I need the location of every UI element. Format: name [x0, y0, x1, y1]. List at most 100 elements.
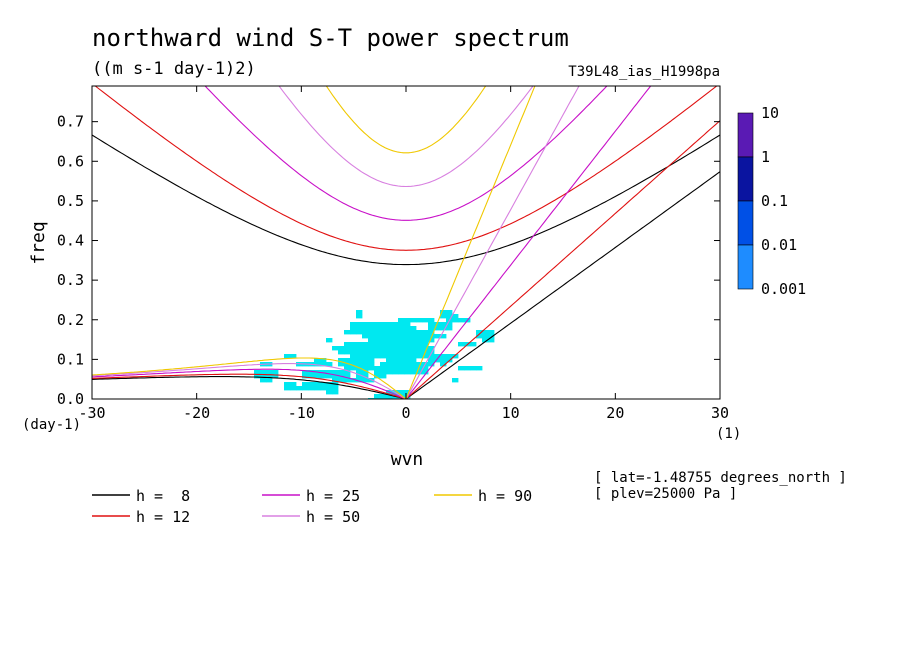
spectrum-cell — [326, 374, 333, 379]
spectrum-cell — [356, 310, 363, 315]
spectrum-cell — [458, 366, 465, 371]
spectrum-cell — [386, 322, 393, 327]
spectrum-cell — [404, 358, 411, 363]
spectrum-cell — [428, 350, 435, 355]
plev-annotation: [ plev=25000 Pa ] — [594, 486, 737, 502]
spectrum-cell — [386, 346, 393, 351]
spectrum-cell — [320, 382, 327, 387]
spectrum-cell — [254, 374, 261, 379]
spectrum-cell — [326, 382, 333, 387]
spectrum-cell — [428, 322, 435, 327]
spectrum-cell — [488, 330, 495, 335]
spectrum-cell — [374, 330, 381, 335]
spectrum-cell — [404, 350, 411, 355]
spectrum-cell — [326, 386, 333, 391]
spectrum-cell — [422, 370, 429, 375]
spectrum-cell — [440, 310, 447, 315]
dispersion-curve-kelvin — [405, 86, 536, 399]
spectrum-cell — [416, 330, 423, 335]
spectrum-cell — [362, 346, 369, 351]
spectrum-cell — [380, 334, 387, 339]
spectrum-cell — [434, 326, 441, 331]
spectrum-cell — [398, 390, 405, 395]
spectrum-cell — [422, 354, 429, 359]
dispersion-curve-kelvin — [405, 171, 720, 399]
legend-label: h = 50 — [306, 508, 360, 526]
spectrum-cell — [392, 358, 399, 363]
spectrum-cell — [362, 342, 369, 347]
spectrum-cell — [332, 378, 339, 383]
spectrum-cell — [356, 330, 363, 335]
y-tick-label: 0.7 — [57, 113, 84, 131]
dispersion-curve-kelvin — [405, 86, 580, 399]
spectrum-cell — [404, 370, 411, 375]
spectrum-cell — [362, 370, 369, 375]
spectrum-cell — [416, 346, 423, 351]
dispersion-curves — [92, 86, 720, 399]
spectrum-cell — [452, 354, 459, 359]
spectrum-cell — [416, 318, 423, 323]
spectrum-cell — [290, 354, 297, 359]
spectrum-cell — [398, 330, 405, 335]
spectrum-cell — [380, 370, 387, 375]
spectrum-cell — [350, 346, 357, 351]
spectrum-cell — [374, 350, 381, 355]
dispersion-curve-rossby — [92, 368, 407, 399]
spectrum-cell — [440, 326, 447, 331]
spectrum-cell — [362, 366, 369, 371]
spectrum-cell — [428, 334, 435, 339]
spectrum-cell — [416, 370, 423, 375]
spectrum-cell — [344, 358, 351, 363]
spectrum-cell — [284, 382, 291, 387]
spectrum-cell — [350, 326, 357, 331]
spectrum-cell — [416, 338, 423, 343]
spectrum-cell — [260, 370, 267, 375]
spectrum-cell — [362, 358, 369, 363]
legend-label: h = 90 — [478, 487, 532, 505]
spectrum-cell — [356, 374, 363, 379]
spectrum-cell — [380, 322, 387, 327]
spectrum-cell — [410, 318, 417, 323]
spectrum-cell — [380, 338, 387, 343]
colorbar-label: 0.1 — [761, 192, 788, 210]
spectrum-cell — [290, 382, 297, 387]
x-tick-label: -10 — [288, 404, 315, 422]
spectrum-cell — [398, 346, 405, 351]
spectrum-cell — [422, 346, 429, 351]
spectrum-cell — [314, 362, 321, 367]
x-tick-label: 0 — [401, 404, 410, 422]
y-unit-label: (day-1) — [22, 417, 81, 433]
spectrum-cell — [374, 326, 381, 331]
spectrum-cell — [314, 386, 321, 391]
spectrum-cell — [344, 342, 351, 347]
spectrum-cell — [272, 374, 279, 379]
spectrum-cell — [428, 326, 435, 331]
spectrum-cell — [350, 330, 357, 335]
colorbar-label: 10 — [761, 104, 779, 122]
spectrum-cell — [434, 354, 441, 359]
spectrum-cell — [398, 370, 405, 375]
spectrum-cell — [386, 354, 393, 359]
spectrum-cell — [398, 322, 405, 327]
spectrum-cell — [440, 322, 447, 327]
spectrum-cell — [398, 358, 405, 363]
spectrum-cell — [332, 374, 339, 379]
spectrum-cell — [284, 354, 291, 359]
spectrum-cell — [422, 334, 429, 339]
y-tick-label: 0.2 — [57, 311, 84, 329]
y-tick-label: 0.4 — [57, 232, 84, 250]
spectrum-cell — [398, 354, 405, 359]
spectrum-cell — [446, 314, 453, 319]
y-tick-label: 0.5 — [57, 192, 84, 210]
spectrum-cell — [296, 386, 303, 391]
spectrum-cell — [476, 330, 483, 335]
legend-label: h = 25 — [306, 487, 360, 505]
spectrum-cell — [362, 374, 369, 379]
spectrum-cell — [332, 390, 339, 395]
spectrum-cell — [380, 342, 387, 347]
spectrum-cell — [326, 362, 333, 367]
spectrum-cell — [404, 362, 411, 367]
spectrum-cell — [260, 378, 267, 383]
spectrum-cell — [446, 326, 453, 331]
spectrum-cell — [410, 346, 417, 351]
